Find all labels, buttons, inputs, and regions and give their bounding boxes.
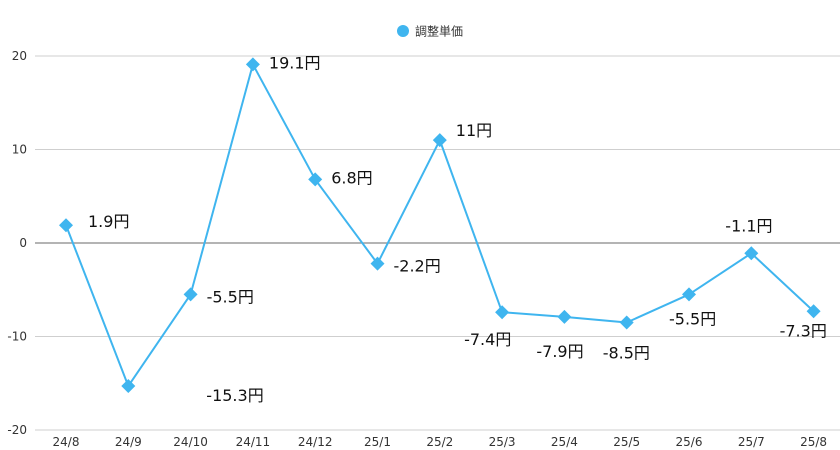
data-point[interactable] xyxy=(432,133,447,148)
x-tick-label: 25/6 xyxy=(676,435,703,449)
data-point[interactable] xyxy=(495,305,510,320)
data-point[interactable] xyxy=(121,379,136,394)
x-tick-label: 24/8 xyxy=(53,435,80,449)
data-labels: 1.9円 -15.3円 -5.5円 19.1円 6.8円 -2.2円 11円 -7.4円 -7.… xyxy=(88,53,827,405)
legend-marker xyxy=(397,25,409,37)
data-label: 1.9円 xyxy=(88,212,129,231)
series-line xyxy=(65,63,815,388)
data-label: 6.8円 xyxy=(331,168,372,187)
data-label: -5.5円 xyxy=(207,287,254,306)
data-point[interactable] xyxy=(557,309,572,324)
y-axis-ticks: 20 10 0 -10 -20 xyxy=(7,49,27,437)
data-label: 11円 xyxy=(456,121,492,140)
data-point[interactable] xyxy=(682,287,696,302)
x-tick-label: 24/12 xyxy=(298,435,333,449)
data-label: -5.5円 xyxy=(669,309,716,328)
y-tick-label: 10 xyxy=(12,143,27,157)
legend-label: 調整単価 xyxy=(415,24,463,39)
data-point[interactable] xyxy=(370,256,385,271)
data-point[interactable] xyxy=(806,304,821,319)
x-tick-label: 25/8 xyxy=(800,435,827,449)
data-label: -7.3円 xyxy=(780,321,827,340)
data-point[interactable] xyxy=(308,172,323,187)
data-label: -8.5円 xyxy=(603,343,650,362)
y-tick-label: -10 xyxy=(7,330,27,344)
x-tick-label: 25/1 xyxy=(364,435,391,449)
data-label: -15.3円 xyxy=(206,386,263,405)
x-tick-label: 25/5 xyxy=(613,435,640,449)
data-point[interactable] xyxy=(619,315,634,330)
x-axis-ticks: 24/8 24/9 24/10 24/11 24/12 25/1 25/2 25/3 25/4 2… xyxy=(53,435,828,449)
data-point[interactable] xyxy=(59,218,73,233)
x-tick-label: 24/11 xyxy=(236,435,271,449)
x-tick-label: 25/4 xyxy=(551,435,578,449)
legend[interactable]: 調整単価 xyxy=(397,24,463,39)
data-point[interactable] xyxy=(744,246,759,261)
x-tick-label: 25/3 xyxy=(489,435,516,449)
data-label: -1.1円 xyxy=(725,216,772,235)
data-label: -2.2円 xyxy=(394,257,441,276)
y-tick-label: 0 xyxy=(19,236,27,250)
y-tick-label: -20 xyxy=(7,423,27,437)
y-tick-label: 20 xyxy=(12,49,27,63)
x-tick-label: 25/7 xyxy=(738,435,765,449)
series-調整単価 xyxy=(59,57,821,394)
data-point[interactable] xyxy=(245,57,260,72)
data-label: 19.1円 xyxy=(269,53,321,72)
x-tick-label: 25/2 xyxy=(426,435,453,449)
x-tick-label: 24/9 xyxy=(115,435,142,449)
data-point[interactable] xyxy=(183,287,198,302)
data-label: -7.4円 xyxy=(464,330,511,349)
gridlines xyxy=(35,55,840,431)
x-tick-label: 24/10 xyxy=(173,435,208,449)
data-label: -7.9円 xyxy=(536,342,583,361)
